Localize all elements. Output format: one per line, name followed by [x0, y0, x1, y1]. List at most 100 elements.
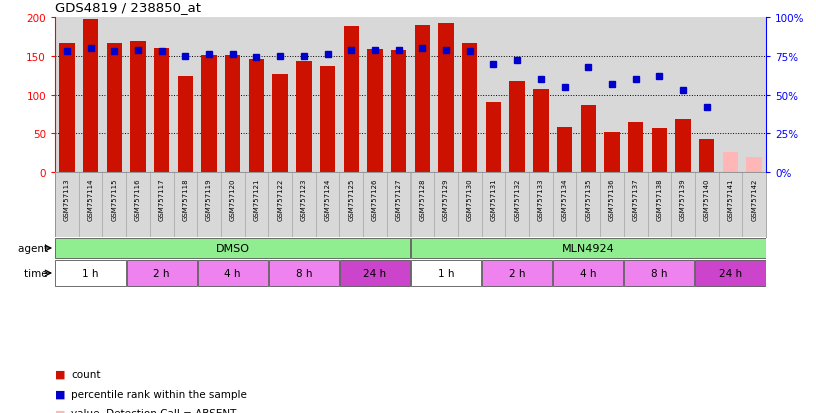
Bar — [482, 261, 552, 286]
Bar — [225, 56, 241, 173]
Text: DMSO: DMSO — [215, 243, 250, 254]
Bar — [628, 122, 643, 173]
Bar — [249, 60, 264, 173]
Text: GSM757127: GSM757127 — [396, 178, 401, 220]
Bar — [580, 105, 596, 173]
Bar — [197, 173, 221, 237]
Bar — [150, 173, 174, 237]
Text: GSM757125: GSM757125 — [348, 178, 354, 220]
Text: agent: agent — [18, 243, 51, 254]
Bar — [434, 173, 458, 237]
Text: GSM757136: GSM757136 — [609, 178, 615, 220]
Bar — [438, 24, 454, 173]
Bar — [486, 103, 501, 173]
Bar — [552, 173, 576, 237]
Text: GSM757117: GSM757117 — [158, 178, 165, 220]
Bar — [55, 261, 126, 286]
Bar — [411, 261, 481, 286]
Bar — [340, 261, 410, 286]
Bar — [78, 173, 102, 237]
Bar — [178, 77, 193, 173]
Bar — [102, 173, 126, 237]
Bar — [131, 42, 145, 173]
Bar — [316, 173, 339, 237]
Text: GSM757116: GSM757116 — [135, 178, 141, 220]
Bar — [576, 173, 600, 237]
Text: GSM757113: GSM757113 — [64, 178, 70, 220]
Bar — [505, 173, 529, 237]
Text: GSM757121: GSM757121 — [254, 178, 259, 220]
Text: percentile rank within the sample: percentile rank within the sample — [71, 389, 247, 399]
Bar — [344, 27, 359, 173]
Text: value, Detection Call = ABSENT: value, Detection Call = ABSENT — [71, 408, 237, 413]
Bar — [529, 173, 552, 237]
Text: GSM757118: GSM757118 — [182, 178, 188, 220]
Text: GSM757124: GSM757124 — [325, 178, 330, 220]
Text: GSM757139: GSM757139 — [680, 178, 686, 220]
Text: GDS4819 / 238850_at: GDS4819 / 238850_at — [55, 1, 201, 14]
Text: GSM757134: GSM757134 — [561, 178, 568, 220]
Bar — [481, 173, 505, 237]
Text: 2 h: 2 h — [509, 268, 526, 278]
Text: MLN4924: MLN4924 — [562, 243, 614, 254]
Text: GSM757142: GSM757142 — [752, 178, 757, 220]
Bar — [672, 173, 695, 237]
Text: GSM757141: GSM757141 — [727, 178, 734, 220]
Text: time: time — [24, 268, 51, 278]
Bar — [107, 44, 122, 173]
Text: GSM757126: GSM757126 — [372, 178, 378, 220]
Text: GSM757135: GSM757135 — [585, 178, 592, 220]
Bar — [623, 173, 648, 237]
Text: count: count — [71, 369, 101, 379]
Bar — [509, 82, 525, 173]
Bar — [126, 261, 197, 286]
Bar — [55, 239, 410, 258]
Text: GSM757140: GSM757140 — [703, 178, 710, 220]
Bar — [59, 44, 74, 173]
Bar — [268, 173, 292, 237]
Text: GSM757131: GSM757131 — [490, 178, 496, 220]
Bar — [245, 173, 268, 237]
Text: 8 h: 8 h — [651, 268, 667, 278]
Bar — [154, 49, 170, 173]
Bar — [533, 90, 548, 173]
Bar — [221, 173, 245, 237]
Bar — [387, 173, 410, 237]
Text: 2 h: 2 h — [153, 268, 170, 278]
Text: GSM757114: GSM757114 — [87, 178, 94, 220]
Bar — [462, 44, 477, 173]
Text: GSM757130: GSM757130 — [467, 178, 472, 220]
Text: GSM757129: GSM757129 — [443, 178, 449, 220]
Text: GSM757137: GSM757137 — [632, 178, 639, 220]
Text: GSM757119: GSM757119 — [206, 178, 212, 220]
Bar — [557, 128, 572, 173]
Bar — [458, 173, 481, 237]
Bar — [174, 173, 197, 237]
Bar — [367, 50, 383, 173]
Text: ■: ■ — [55, 389, 65, 399]
Bar — [363, 173, 387, 237]
Bar — [553, 261, 623, 286]
Bar — [415, 26, 430, 173]
Text: 8 h: 8 h — [295, 268, 312, 278]
Bar — [296, 62, 312, 173]
Text: 1 h: 1 h — [82, 268, 99, 278]
Bar — [695, 173, 719, 237]
Bar — [339, 173, 363, 237]
Bar — [197, 261, 268, 286]
Text: GSM757123: GSM757123 — [301, 178, 307, 220]
Bar — [600, 173, 623, 237]
Text: ■: ■ — [55, 369, 65, 379]
Bar — [695, 261, 765, 286]
Text: GSM757120: GSM757120 — [230, 178, 236, 220]
Bar — [320, 66, 335, 173]
Bar — [652, 128, 667, 173]
Text: 4 h: 4 h — [580, 268, 596, 278]
Text: 24 h: 24 h — [719, 268, 742, 278]
Text: ■: ■ — [55, 408, 65, 413]
Bar — [699, 139, 715, 173]
Bar — [747, 157, 762, 173]
Bar — [624, 261, 694, 286]
Bar — [268, 261, 339, 286]
Text: GSM757132: GSM757132 — [514, 178, 520, 220]
